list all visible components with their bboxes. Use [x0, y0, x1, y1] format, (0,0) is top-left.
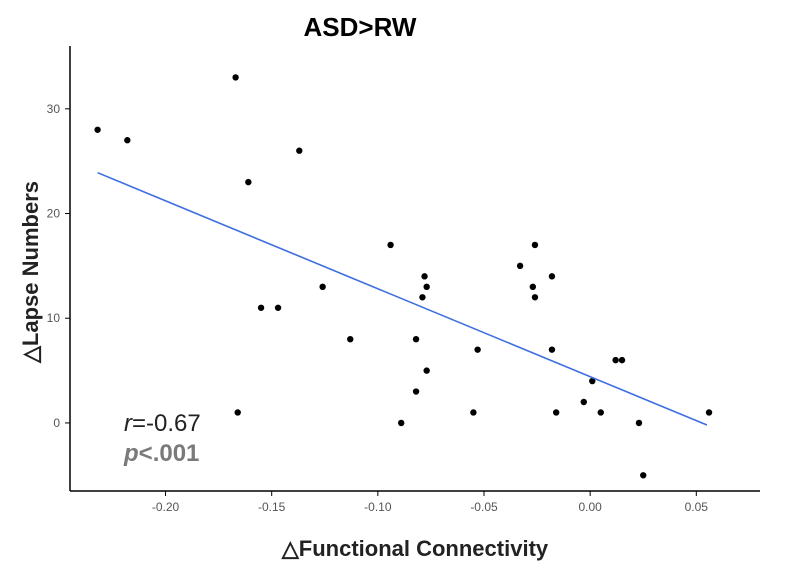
data-point	[612, 356, 619, 364]
regression-line	[97, 171, 708, 426]
x-axis-title: △Functional Connectivity	[281, 536, 549, 561]
data-point	[529, 283, 537, 291]
data-point	[705, 409, 713, 416]
data-point	[94, 126, 101, 133]
data-point	[618, 356, 626, 364]
data-point	[319, 283, 326, 291]
data-point	[423, 283, 430, 291]
data-point	[597, 409, 604, 416]
x-tick-label: -0.05	[470, 500, 498, 514]
data-points	[94, 74, 713, 479]
y-axis-title: △Lapse Numbers	[18, 181, 43, 364]
y-tick-label: 30	[47, 102, 61, 116]
data-point	[412, 335, 420, 343]
data-point	[274, 304, 282, 311]
p-annotation: p<.001	[123, 440, 199, 467]
x-tick-label: -0.10	[364, 500, 392, 514]
x-tick-label: 0.00	[578, 500, 602, 514]
data-point	[548, 346, 556, 353]
data-point	[387, 241, 394, 249]
data-point	[296, 147, 303, 154]
data-point	[531, 241, 539, 249]
data-point	[580, 398, 587, 406]
x-ticks: -0.20 -0.15 -0.10 -0.05 0.00 0.05	[152, 491, 708, 514]
data-point	[548, 273, 556, 280]
r-symbol: r	[124, 410, 133, 437]
y-tick-label: 10	[47, 311, 61, 325]
data-point	[474, 346, 481, 353]
data-point	[232, 74, 239, 81]
data-point	[234, 409, 241, 416]
x-tick-label: -0.20	[152, 500, 180, 514]
y-ticks: 0 10 20 30	[47, 102, 70, 430]
data-point	[398, 419, 405, 427]
data-point	[257, 304, 265, 311]
data-point	[640, 472, 647, 479]
data-point	[589, 377, 596, 385]
data-point	[423, 367, 430, 374]
r-annotation: r=-0.67	[124, 410, 201, 437]
data-point	[412, 388, 420, 395]
data-point	[421, 273, 428, 280]
chart-title: ASD>RW	[304, 12, 417, 42]
plot-area: 0 10 20 30 -0.20 -0.15 -0.10 -0.05 0.00 0.05	[47, 46, 760, 514]
data-point	[531, 294, 539, 301]
data-point	[124, 137, 131, 144]
data-point	[419, 294, 426, 301]
p-symbol: p	[123, 440, 139, 467]
data-point	[245, 178, 252, 186]
x-tick-label: -0.15	[258, 500, 286, 514]
x-tick-label: 0.05	[685, 500, 709, 514]
y-tick-label: 20	[47, 207, 61, 221]
y-tick-label: 0	[53, 416, 60, 430]
data-point	[552, 409, 560, 416]
correlation-annotation: r=-0.67 p<.001	[123, 410, 201, 467]
p-value: <.001	[139, 440, 200, 467]
data-point	[635, 419, 643, 427]
r-value: =-0.67	[132, 410, 201, 437]
data-point	[516, 262, 524, 270]
data-point	[347, 335, 354, 343]
data-point	[470, 409, 477, 416]
